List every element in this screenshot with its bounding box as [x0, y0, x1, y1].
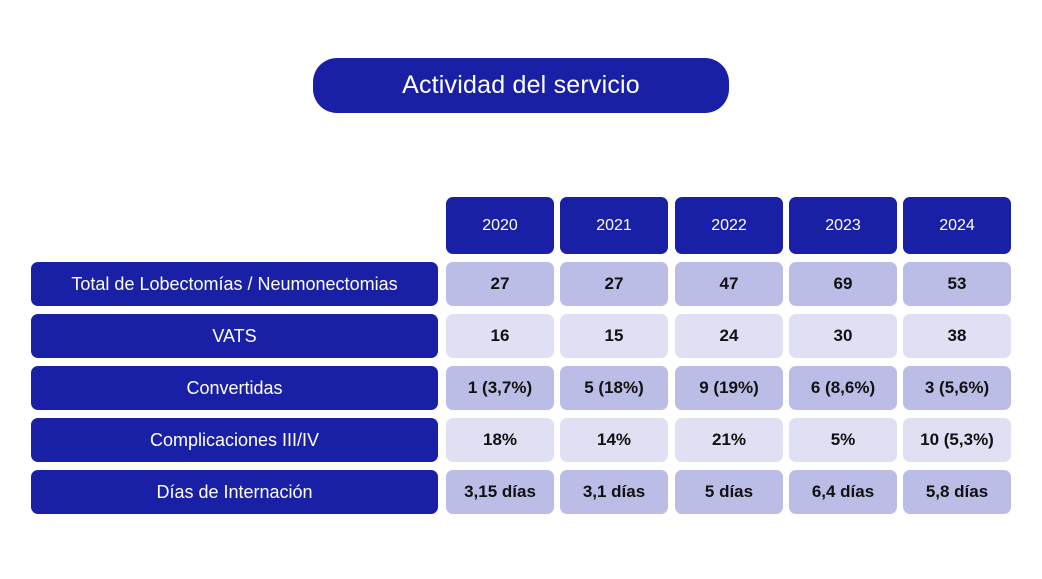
table-cell: 5 (18%): [560, 366, 668, 410]
table-cell: 21%: [675, 418, 783, 462]
table-cell: 16: [446, 314, 554, 358]
year-header-2024: 2024: [903, 197, 1011, 254]
table-cell: 14%: [560, 418, 668, 462]
year-header-2022: 2022: [675, 197, 783, 254]
table-cell: 6 (8,6%): [789, 366, 897, 410]
row-label-complicaciones: Complicaciones III/IV: [31, 418, 438, 462]
row-label-convertidas: Convertidas: [31, 366, 438, 410]
row-label-vats: VATS: [31, 314, 438, 358]
table-cell: 27: [560, 262, 668, 306]
table-cell: 3,1 días: [560, 470, 668, 514]
table-cell: 3,15 días: [446, 470, 554, 514]
table-cell: 15: [560, 314, 668, 358]
table-cell: 69: [789, 262, 897, 306]
table-cell: 5 días: [675, 470, 783, 514]
table-cell: 10 (5,3%): [903, 418, 1011, 462]
table-cell: 6,4 días: [789, 470, 897, 514]
page-title: Actividad del servicio: [313, 58, 729, 113]
table-cell: 53: [903, 262, 1011, 306]
year-header-2023: 2023: [789, 197, 897, 254]
year-header-2021: 2021: [560, 197, 668, 254]
year-header-2020: 2020: [446, 197, 554, 254]
table-cell: 30: [789, 314, 897, 358]
row-label-total-lobectomias: Total de Lobectomías / Neumonectomias: [31, 262, 438, 306]
table-cell: 9 (19%): [675, 366, 783, 410]
table-cell: 18%: [446, 418, 554, 462]
table-cell: 5%: [789, 418, 897, 462]
table-cell: 3 (5,6%): [903, 366, 1011, 410]
row-label-dias-internacion: Días de Internación: [31, 470, 438, 514]
table-cell: 24: [675, 314, 783, 358]
table-cell: 1 (3,7%): [446, 366, 554, 410]
table-cell: 47: [675, 262, 783, 306]
table-cell: 27: [446, 262, 554, 306]
table-cell: 5,8 días: [903, 470, 1011, 514]
table-cell: 38: [903, 314, 1011, 358]
